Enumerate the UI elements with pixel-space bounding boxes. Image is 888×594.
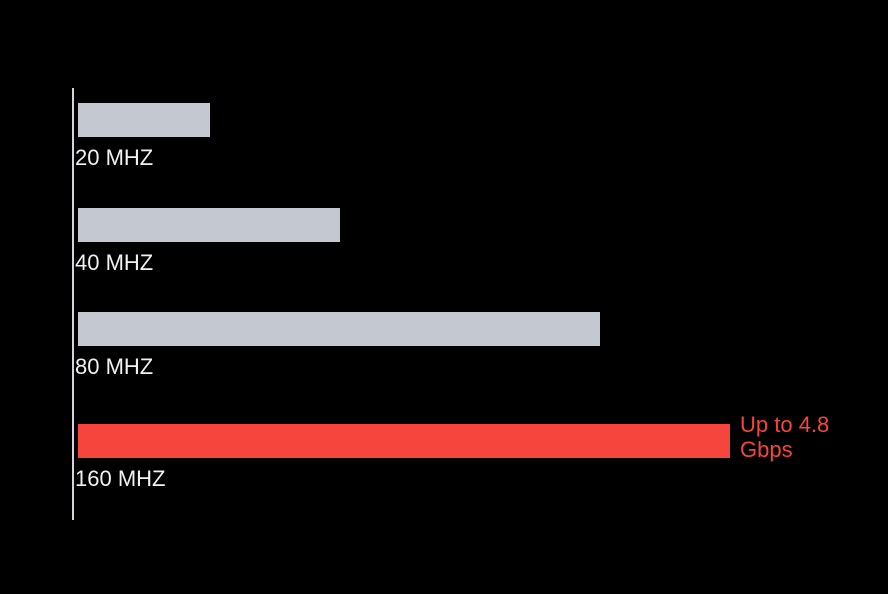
bar-label-80mhz: 80 MHZ (75, 354, 153, 380)
bar-160mhz (78, 424, 730, 458)
bar-label-160mhz: 160 MHZ (75, 466, 165, 492)
bar-40mhz (78, 208, 340, 242)
bar-label-20mhz: 20 MHZ (75, 145, 153, 171)
y-axis-line (72, 88, 74, 520)
bar-group-80mhz (78, 312, 600, 346)
highlight-annotation: Up to 4.8 Gbps (740, 412, 829, 463)
annotation-line2: Gbps (740, 437, 793, 462)
bandwidth-bar-chart: 20 MHZ 40 MHZ 80 MHZ 160 MHZ Up to 4.8 G… (72, 88, 872, 528)
bar-group-40mhz (78, 208, 340, 242)
annotation-line1: Up to 4.8 (740, 412, 829, 437)
bar-80mhz (78, 312, 600, 346)
bar-label-40mhz: 40 MHZ (75, 250, 153, 276)
bar-20mhz (78, 103, 210, 137)
bar-group-160mhz (78, 424, 730, 458)
bar-group-20mhz (78, 103, 210, 137)
